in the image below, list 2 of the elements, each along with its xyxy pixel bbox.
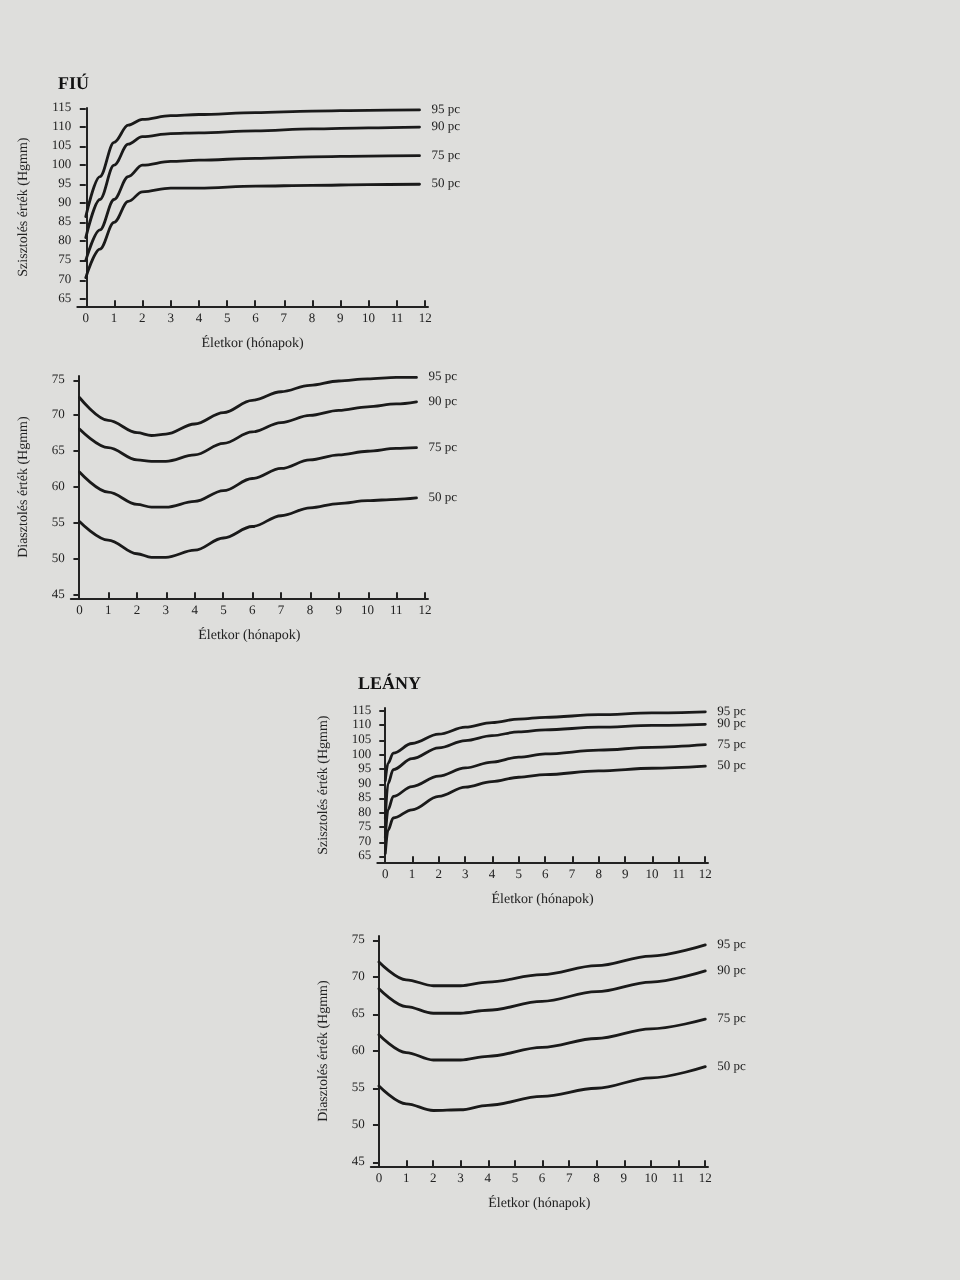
chart-title: FIÚ [58,73,90,93]
chart-title: LEÁNY [358,673,423,693]
